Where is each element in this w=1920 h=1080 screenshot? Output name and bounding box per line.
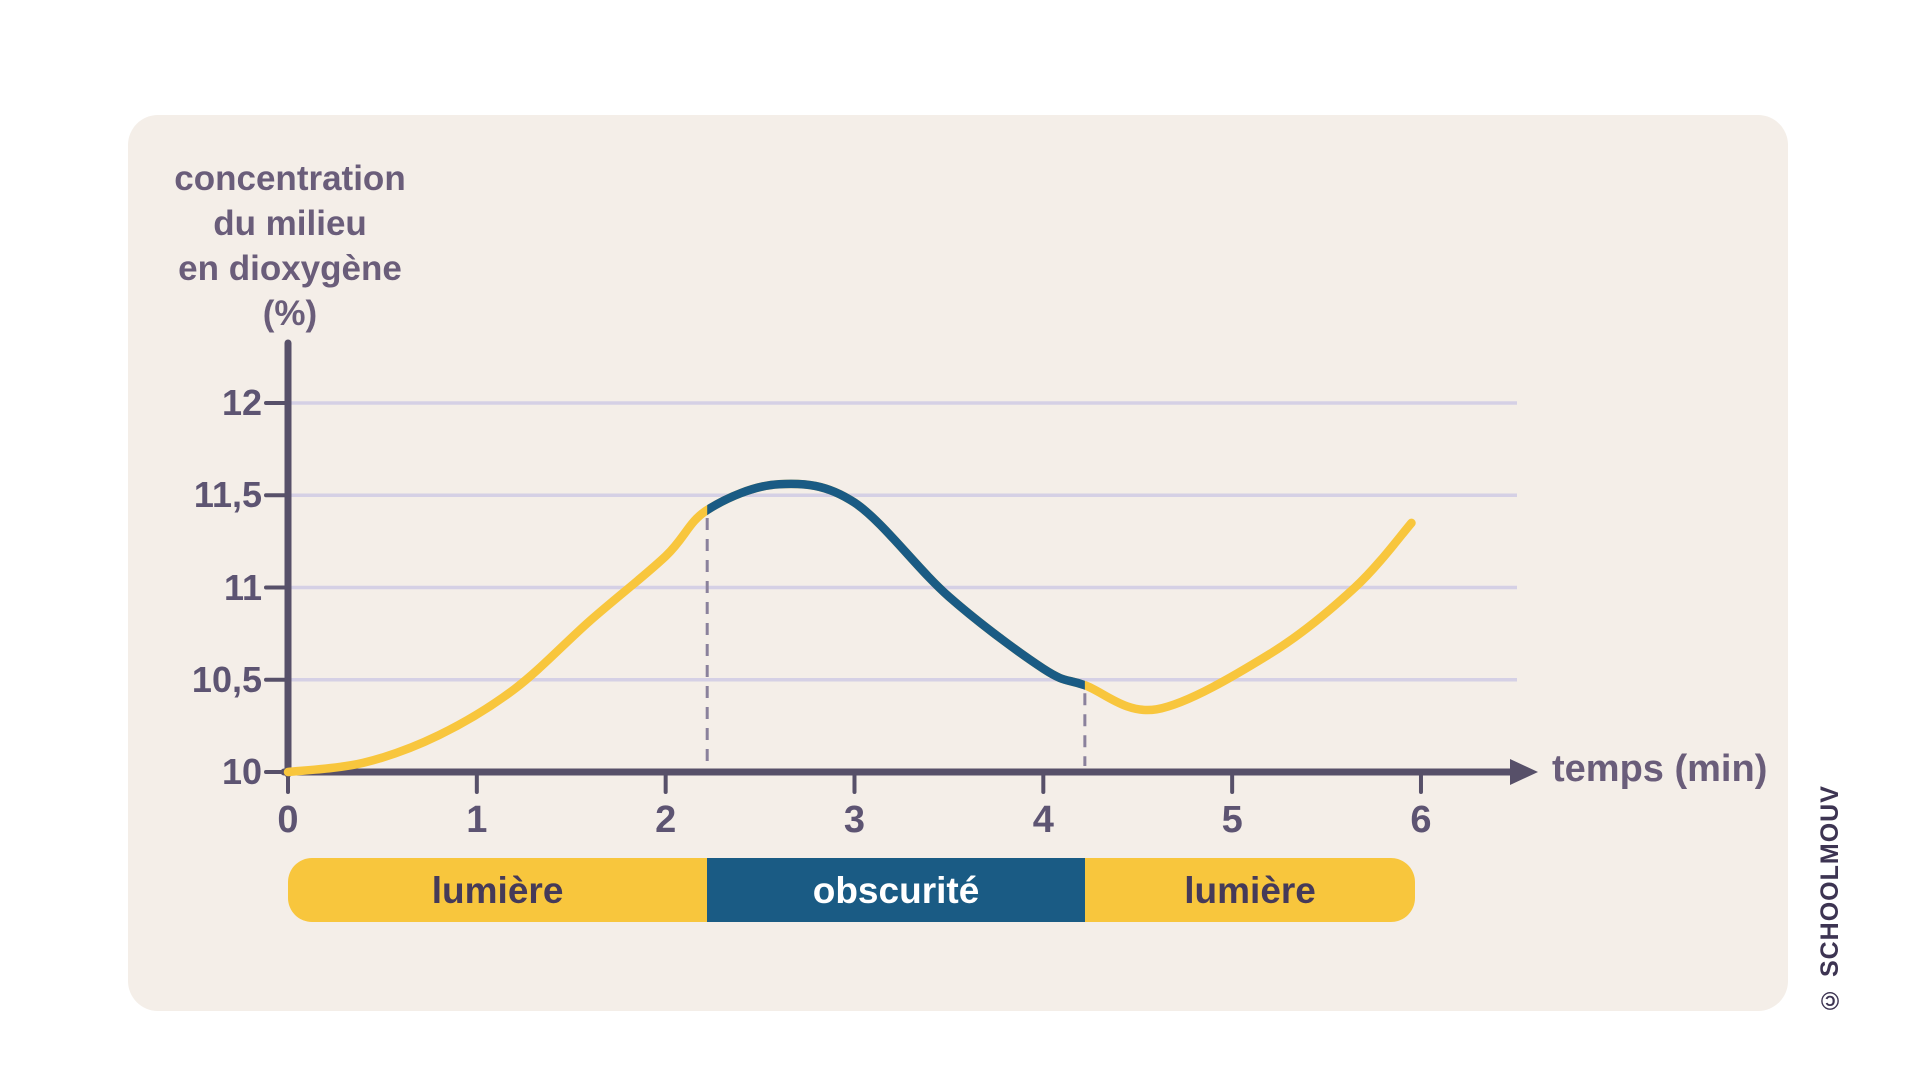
y-tick-label: 10 [221,751,262,792]
phase-label: obscurité [812,869,980,911]
x-axis-title: temps (min) [1552,748,1768,790]
y-tick-label: 11,5 [193,474,262,516]
curve-dark-phase [707,479,1085,690]
x-tick-label: 0 [277,799,299,841]
curve-light-phase [283,479,1416,777]
phase-segment-dark: obscurité [707,858,1085,922]
x-tick-label: 1 [466,799,488,841]
phase-segment-light: lumière [1084,858,1416,922]
y-axis-title: concentration du milieu en dioxygène (%) [174,159,406,333]
x-tick-label: 2 [655,799,677,841]
phase-label: lumière [1184,869,1316,911]
phase-label: lumière [431,869,564,911]
phase-segment-light: lumière [288,858,708,922]
x-tick-label: 4 [1032,799,1054,841]
y-tick-label: 10,5 [191,658,262,700]
schoolmouv-watermark: © SCHOOLMOUV [1816,785,1844,1014]
x-axis-arrowhead [1510,759,1538,785]
y-tick-label: 12 [221,382,262,423]
x-tick-label: 3 [843,799,866,841]
x-tick-label: 6 [1410,799,1432,841]
x-tick-label: 5 [1221,799,1243,841]
y-tick-label: 11 [223,566,262,608]
